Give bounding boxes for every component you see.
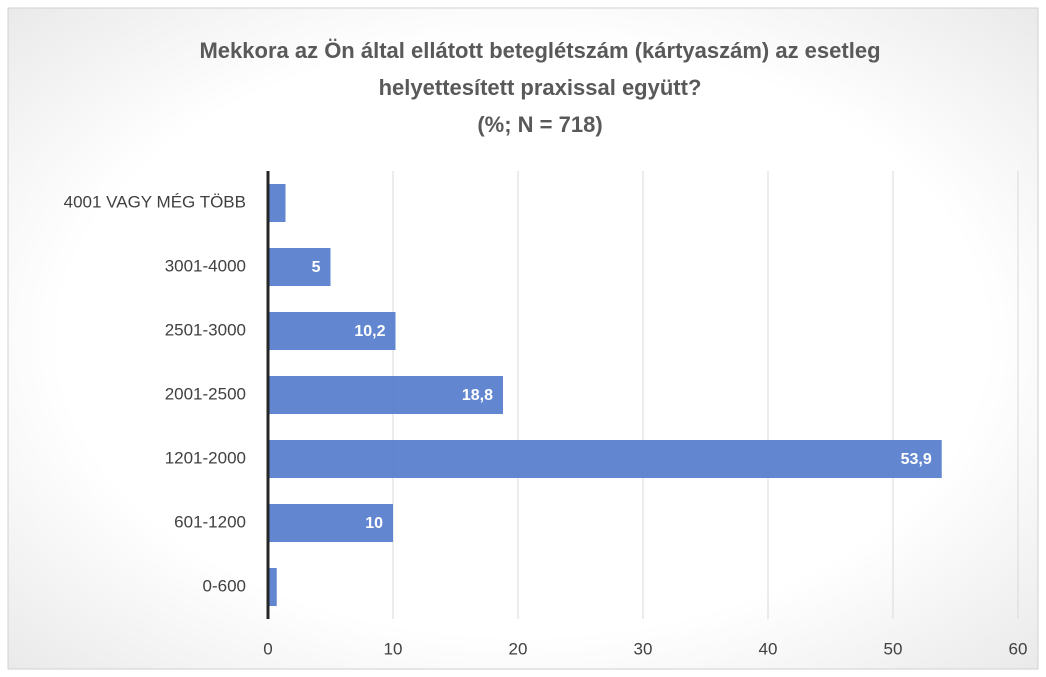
data-label: 18,8 bbox=[462, 387, 493, 404]
bar bbox=[268, 504, 393, 542]
x-tick-label: 50 bbox=[884, 639, 903, 658]
y-tick-label: 601-1200 bbox=[174, 512, 246, 531]
chart-title: helyettesített praxissal együtt? bbox=[379, 75, 702, 100]
data-label: 10 bbox=[365, 515, 383, 532]
x-tick-label: 0 bbox=[263, 639, 272, 658]
x-tick-label: 10 bbox=[384, 639, 403, 658]
bar bbox=[268, 568, 277, 606]
data-label: 10,2 bbox=[354, 323, 385, 340]
y-tick-label: 2501-3000 bbox=[165, 320, 246, 339]
data-label: 53,9 bbox=[901, 451, 932, 468]
data-label: 0,7 bbox=[286, 579, 308, 596]
y-tick-label: 3001-4000 bbox=[165, 256, 246, 275]
bar bbox=[268, 184, 286, 222]
bar bbox=[268, 248, 331, 286]
x-tick-label: 60 bbox=[1009, 639, 1028, 658]
y-tick-label: 4001 VAGY MÉG TÖBB bbox=[64, 192, 246, 211]
chart-frame bbox=[7, 7, 1039, 670]
bar bbox=[268, 440, 942, 478]
chart-title: Mekkora az Ön által ellátott beteglétszá… bbox=[199, 38, 880, 63]
x-tick-label: 40 bbox=[759, 639, 778, 658]
y-tick-label: 0-600 bbox=[203, 576, 246, 595]
bar bbox=[268, 376, 503, 414]
data-label: 1,4 bbox=[286, 195, 308, 212]
y-tick-label: 1201-2000 bbox=[165, 448, 246, 467]
x-tick-label: 20 bbox=[509, 639, 528, 658]
y-tick-label: 2001-2500 bbox=[165, 384, 246, 403]
x-tick-label: 30 bbox=[634, 639, 653, 658]
data-label: 5 bbox=[312, 259, 321, 276]
chart-subtitle: (%; N = 718) bbox=[477, 112, 602, 137]
bar bbox=[268, 312, 396, 350]
